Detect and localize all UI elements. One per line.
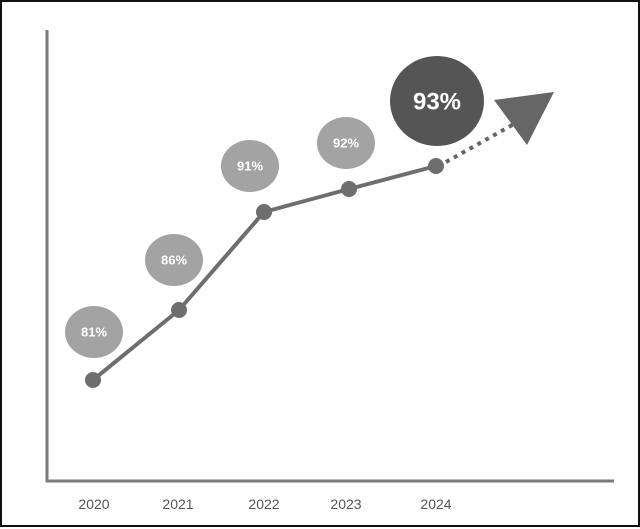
data-point-2021 — [171, 302, 187, 318]
trend-arrowhead-icon — [494, 92, 554, 145]
value-bubble-shape — [145, 234, 203, 286]
data-point-2020 — [85, 372, 101, 388]
data-point-2024 — [428, 158, 444, 174]
x-tick-label-2023: 2023 — [330, 496, 361, 512]
value-bubble-shape — [221, 140, 279, 192]
trend-dotted-line — [445, 122, 515, 164]
series-line — [91, 164, 438, 382]
data-label: 93% — [413, 89, 461, 116]
x-tick-label-2021: 2021 — [162, 496, 193, 512]
value-bubble-2023: 92% — [317, 117, 375, 169]
value-bubble-2020: 81% — [65, 306, 123, 358]
value-bubble-2024: 93% — [390, 56, 484, 146]
value-bubble-shape — [317, 117, 375, 169]
data-point-2023 — [341, 181, 357, 197]
x-tick-label-2024: 2024 — [420, 496, 451, 512]
value-bubble-shape — [390, 56, 484, 146]
x-tick-label-2020: 2020 — [78, 496, 109, 512]
data-label: 91% — [237, 159, 263, 174]
value-bubble-shape — [65, 306, 123, 358]
data-label: 81% — [81, 325, 107, 340]
data-label: 92% — [333, 136, 359, 151]
value-bubble-2022: 91% — [221, 140, 279, 192]
data-point-2022 — [256, 204, 272, 220]
data-label: 86% — [161, 253, 187, 268]
value-bubble-2021: 86% — [145, 234, 203, 286]
x-tick-label-2022: 2022 — [248, 496, 279, 512]
